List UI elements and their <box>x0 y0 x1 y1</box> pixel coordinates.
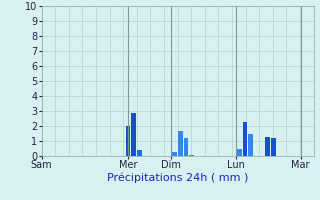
Bar <box>137 150 141 156</box>
Bar <box>248 134 253 156</box>
Bar <box>265 137 270 156</box>
Bar <box>131 112 136 156</box>
Bar <box>243 121 247 156</box>
Bar <box>125 126 130 156</box>
Bar <box>237 148 242 156</box>
Bar <box>178 130 182 156</box>
Bar <box>189 154 194 156</box>
X-axis label: Précipitations 24h ( mm ): Précipitations 24h ( mm ) <box>107 173 248 183</box>
Bar <box>184 138 188 156</box>
Bar <box>172 152 177 156</box>
Bar <box>271 138 276 156</box>
